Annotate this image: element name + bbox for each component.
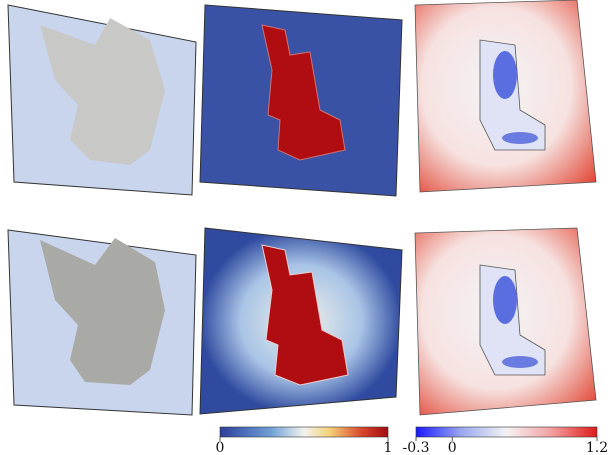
tick-label: -0.3	[403, 440, 430, 455]
tick-label: 0	[216, 440, 225, 455]
panel-field-noisy	[415, 228, 596, 415]
panel-mask-noisy	[200, 228, 402, 414]
panel-input-noisy	[8, 230, 196, 415]
tick-label: 1.2	[586, 440, 608, 455]
panel-field	[415, 0, 596, 192]
tick-label: 1	[384, 440, 393, 455]
figure: 0 1 -0.3 0 1.2	[0, 0, 612, 455]
panel-input	[8, 5, 196, 195]
colorbar	[416, 427, 597, 437]
panel-mask	[200, 5, 402, 196]
colorbar	[220, 427, 388, 437]
tick-label: 0	[448, 440, 457, 455]
